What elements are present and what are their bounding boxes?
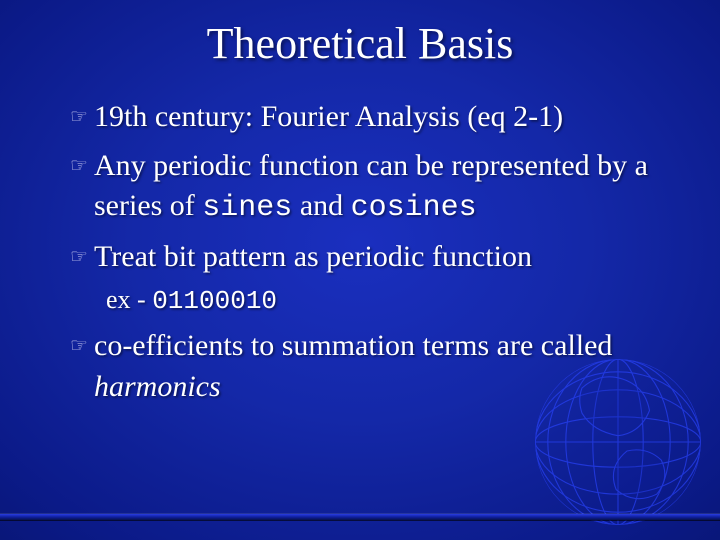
pointing-hand-icon: ☞ [70,97,94,131]
bullet-item: ☞ 19th century: Fourier Analysis (eq 2-1… [70,97,672,138]
bullet-item: ☞ co-efficients to summation terms are c… [70,326,672,407]
bullet-text: Treat bit pattern as periodic function [94,237,672,278]
bullet-text: co-efficients to summation terms are cal… [94,326,672,407]
slide-body: ☞ 19th century: Fourier Analysis (eq 2-1… [0,69,720,407]
bullet-text: 19th century: Fourier Analysis (eq 2-1) [94,97,672,138]
bullet-text: Any periodic function can be represented… [94,146,672,229]
pointing-hand-icon: ☞ [70,146,94,180]
bullet-item: ☞ Treat bit pattern as periodic function [70,237,672,278]
slide-title: Theoretical Basis [0,0,720,69]
bullet-sub-text: ex - 01100010 [106,285,672,316]
pointing-hand-icon: ☞ [70,326,94,360]
pointing-hand-icon: ☞ [70,237,94,271]
bullet-item: ☞ Any periodic function can be represent… [70,146,672,229]
footer-divider [0,514,720,520]
